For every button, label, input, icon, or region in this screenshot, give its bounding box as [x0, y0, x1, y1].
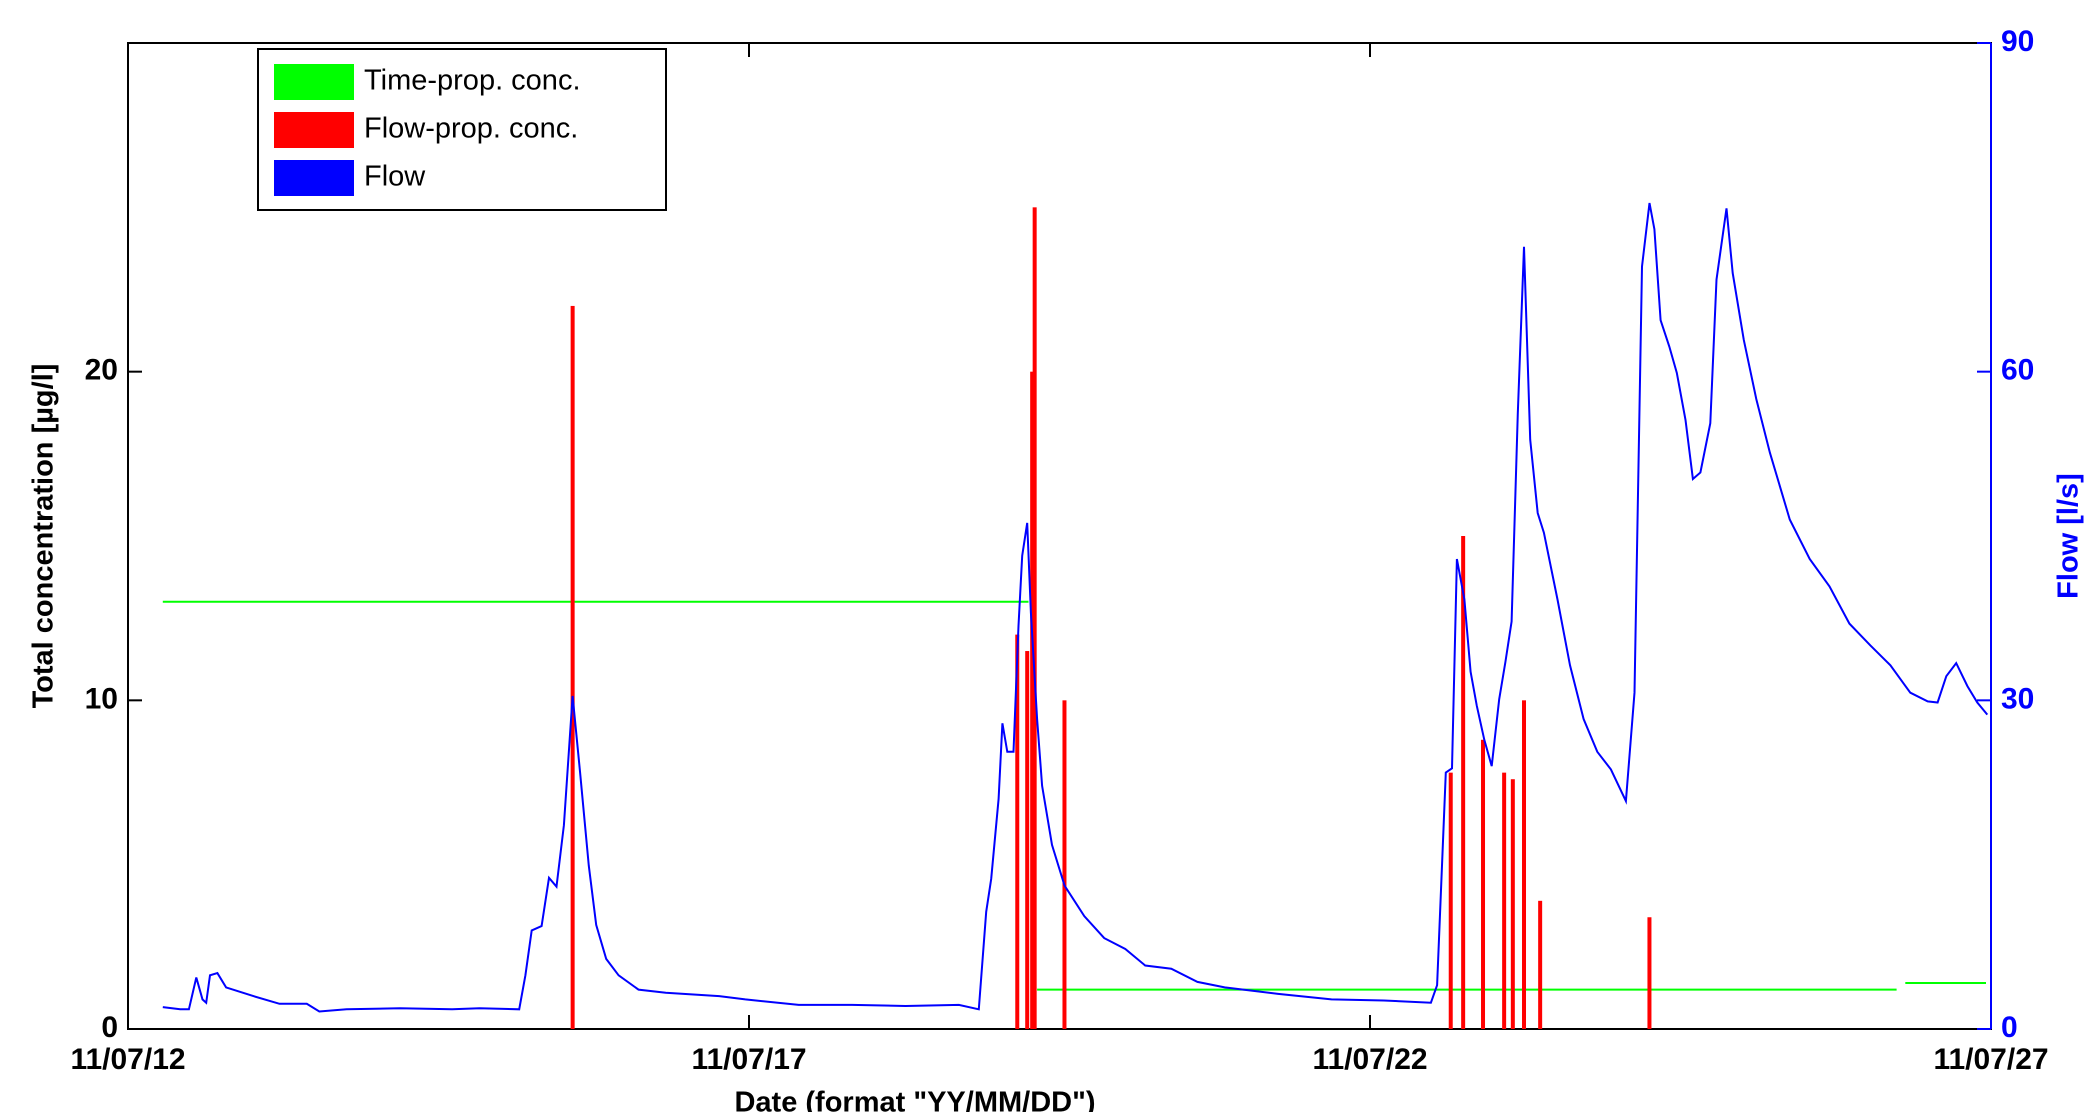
bar	[1461, 536, 1466, 1029]
bar	[570, 305, 575, 1029]
bar	[1510, 779, 1515, 1029]
bar	[1481, 739, 1486, 1029]
legend-swatch	[274, 112, 354, 148]
legend-swatch	[274, 160, 354, 196]
bar	[1030, 371, 1035, 1030]
bar	[1522, 700, 1527, 1029]
x-tick-label: 11/07/27	[1933, 1043, 2048, 1076]
bar	[1025, 651, 1030, 1029]
bar	[1032, 207, 1037, 1030]
y2-tick-label: 0	[2001, 1011, 2018, 1044]
y2-tick-label: 90	[2001, 25, 2034, 58]
legend-label: Flow-prop. conc.	[364, 113, 578, 145]
bar	[1647, 917, 1652, 1029]
line	[162, 600, 1986, 991]
bar	[1015, 634, 1020, 1029]
bar	[1502, 772, 1507, 1029]
bar	[1448, 772, 1453, 1029]
bar	[1538, 900, 1543, 1029]
x-axis-label: Date (format "YY/MM/DD")	[734, 1087, 1095, 1112]
y2-tick-label: 30	[2001, 682, 2034, 715]
legend-label: Time-prop. conc.	[364, 65, 581, 97]
y-tick-label: 20	[85, 354, 118, 387]
legend-swatch	[274, 64, 354, 100]
line	[162, 202, 1989, 1013]
y2-axis-label: Flow [l/s]	[2053, 473, 2085, 599]
y-tick-label: 0	[101, 1011, 118, 1044]
legend-label: Flow	[364, 161, 426, 193]
x-tick-label: 11/07/17	[691, 1043, 806, 1076]
y2-tick-label: 60	[2001, 354, 2034, 387]
bar	[1062, 700, 1067, 1029]
y-tick-label: 10	[85, 682, 118, 715]
y-axis-label: Total concentration [µg/l]	[28, 364, 60, 709]
x-tick-label: 11/07/22	[1312, 1043, 1427, 1076]
x-tick-label: 11/07/12	[70, 1043, 185, 1076]
